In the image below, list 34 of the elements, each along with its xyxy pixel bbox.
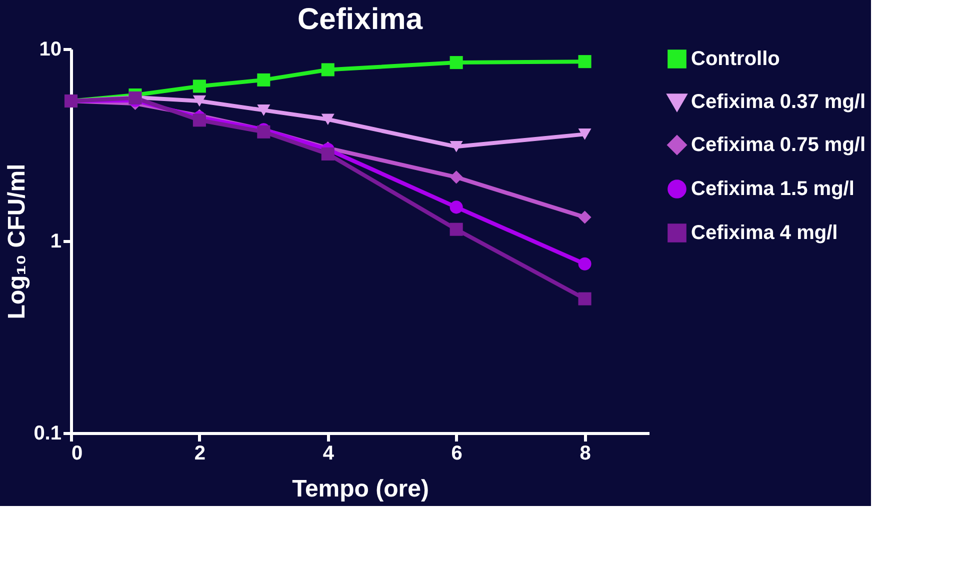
- point: [321, 63, 334, 76]
- point: [578, 292, 592, 306]
- point: [450, 200, 463, 214]
- y-tick-label: 10: [39, 38, 62, 60]
- point: [321, 147, 334, 160]
- point: [192, 80, 206, 93]
- chart-title: Cefixima: [297, 3, 423, 36]
- y-axis-title: Log₁₀ CFU/ml: [4, 164, 31, 320]
- point: [450, 170, 463, 184]
- legend-label: Cefixima 0.75 mg/l: [691, 134, 866, 156]
- x-tick-label: 8: [580, 442, 591, 464]
- point: [450, 141, 463, 152]
- point: [192, 95, 206, 107]
- point: [257, 73, 270, 86]
- x-tick-label: 0: [72, 442, 83, 464]
- point: [578, 55, 592, 68]
- x-tick-label: 6: [451, 442, 462, 464]
- y-tick-label: 1: [50, 230, 62, 252]
- point: [257, 104, 270, 116]
- point: [578, 257, 592, 270]
- point: [192, 114, 206, 127]
- legend-label: Cefixima 4 mg/l: [691, 222, 838, 244]
- x-tick-label: 4: [322, 442, 335, 464]
- legend-label: Cefixima 0.37 mg/l: [691, 91, 866, 113]
- point: [450, 222, 463, 236]
- x-axis-title: Tempo (ore): [292, 476, 429, 502]
- point: [578, 128, 592, 140]
- y-tick-label: 0.1: [34, 422, 62, 444]
- point: [578, 210, 592, 224]
- legend-label: Cefixima 1.5 mg/l: [691, 178, 854, 200]
- legend-label: Controllo: [691, 48, 780, 70]
- x-tick-label: 2: [194, 442, 206, 464]
- point: [321, 114, 334, 126]
- point: [450, 56, 463, 70]
